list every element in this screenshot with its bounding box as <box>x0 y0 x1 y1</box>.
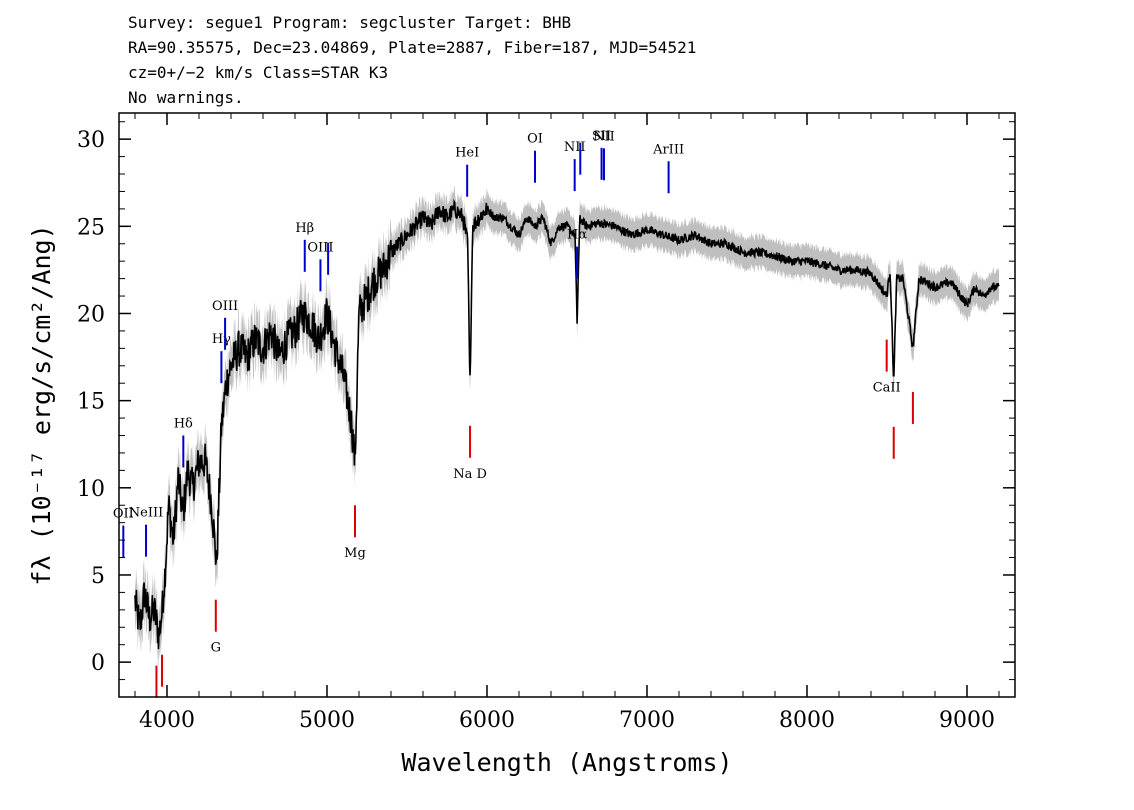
flux-series-line <box>134 198 1000 650</box>
line-marker-label-13: SII <box>592 129 611 144</box>
line-marker-label-2: Hδ <box>174 416 193 431</box>
x-tick-label-0: 4000 <box>139 708 195 733</box>
line-marker-label-14: NII <box>593 129 615 144</box>
y-tick-label-5: 25 <box>77 215 105 240</box>
line-marker-label-6: OIII <box>307 240 333 255</box>
line-marker-label-5: Hβ <box>295 221 314 236</box>
line-marker-label-1: NeIII <box>129 506 163 521</box>
y-tick-label-2: 10 <box>77 477 105 502</box>
line-marker-label-0: OII <box>113 507 134 522</box>
plot-frame <box>118 112 1016 698</box>
line-marker-label-9: OI <box>527 132 543 147</box>
header-line-4: No warnings. <box>128 88 244 107</box>
line-marker-label-21: CaII <box>873 381 901 396</box>
line-marker-label-11: Hα <box>567 228 587 243</box>
header-line-3: cz=0+/−2 km/s Class=STAR K3 <box>128 63 388 82</box>
y-tick-label-6: 30 <box>77 128 105 153</box>
x-tick-label-2: 6000 <box>459 708 515 733</box>
error-band <box>135 185 999 672</box>
line-marker-label-8: HeI <box>455 146 479 161</box>
line-marker-label-4: OIII <box>212 299 238 314</box>
line-marker-label-18: G <box>211 641 221 656</box>
header-line-2: RA=90.35575, Dec=23.04869, Plate=2887, F… <box>128 38 696 57</box>
x-axis-label: Wavelength (Angstroms) <box>401 748 732 777</box>
x-tick-label-4: 8000 <box>779 708 835 733</box>
line-marker-label-19: Mg <box>344 546 366 561</box>
x-tick-label-1: 5000 <box>299 708 355 733</box>
y-tick-label-4: 20 <box>77 302 105 327</box>
y-axis-label: fλ (10⁻¹⁷ erg/s/cm²/Ang) <box>27 224 56 585</box>
y-tick-label-0: 0 <box>91 651 105 676</box>
y-tick-label-1: 5 <box>91 564 105 589</box>
line-marker-label-10: NII <box>564 140 586 155</box>
x-tick-label-3: 7000 <box>619 708 675 733</box>
y-tick-label-3: 15 <box>77 390 105 415</box>
line-marker-label-3: Hγ <box>212 332 231 347</box>
header-line-1: Survey: segue1 Program: segcluster Targe… <box>128 13 571 32</box>
x-tick-label-5: 9000 <box>939 708 995 733</box>
line-marker-label-15: ArIII <box>652 142 684 157</box>
line-marker-label-20: Na D <box>453 467 487 482</box>
